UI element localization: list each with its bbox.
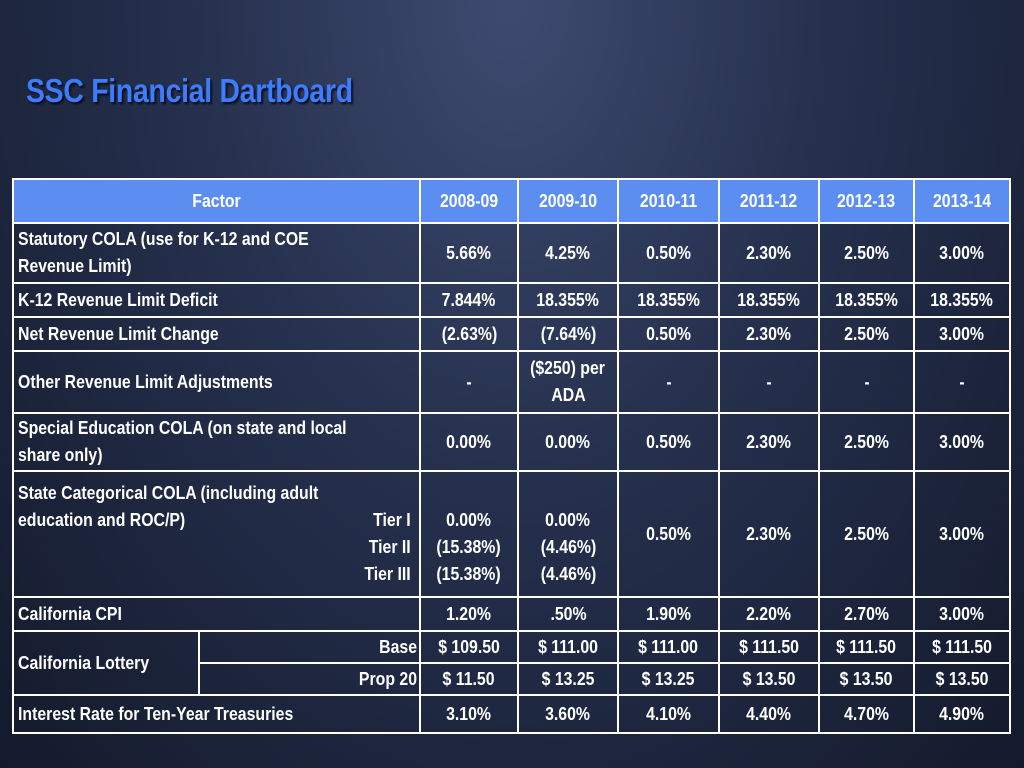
cell-value: $ 111.50 [913,630,1012,664]
table-row: Other Revenue Limit Adjustments - ($250)… [11,350,1012,414]
cell-value: 3.00% [913,596,1012,632]
cell-value: 4.40% [718,694,821,734]
table-row: Statutory COLA (use for K-12 and COE Rev… [11,222,1012,284]
cell-value: $ 13.25 [617,662,721,696]
table-row: Net Revenue Limit Change (2.63%) (7.64%)… [11,316,1012,352]
cell-value: 2.50% [818,316,916,352]
cell-value: (7.64%) [517,316,620,352]
cell-value: - [818,350,916,414]
cell-value: ($250) per ADA [517,350,620,414]
cell-value: 2.50% [818,222,916,284]
header-year: 2009-10 [517,178,620,224]
cell-value: $ 13.50 [913,662,1012,696]
cell-value: 4.70% [818,694,916,734]
row-label-revenue-limit-deficit: K-12 Revenue Limit Deficit [11,282,422,318]
table-row: California CPI 1.20% .50% 1.90% 2.20% 2.… [11,596,1012,632]
table-row: Prop 20 $ 11.50 $ 13.25 $ 13.25 $ 13.50 … [13,662,1012,696]
cell-value: $ 13.50 [718,662,821,696]
row-label-ten-year-treasuries: Interest Rate for Ten-Year Treasuries [11,694,422,734]
cell-value: 2.30% [718,316,821,352]
cell-value: 0.00% [419,412,520,472]
cell-value: 18.355% [617,282,721,318]
header-year: 2010-11 [617,178,721,224]
row-label-net-revenue-limit-change: Net Revenue Limit Change [11,316,422,352]
cell-value: .50% [517,596,620,632]
slide-title: SSC Financial Dartboard [26,72,353,109]
header-year: 2008-09 [419,178,520,224]
cell-value: 4.25% [517,222,620,284]
cell-value: 4.10% [617,694,721,734]
row-label-statutory-cola: Statutory COLA (use for K-12 and COE Rev… [11,222,422,284]
cell-value: 2.50% [818,470,916,598]
cell-value: $ 11.50 [419,662,520,696]
cell-value: 4.90% [913,694,1012,734]
row-label-california-lottery: California Lottery [12,630,200,696]
cell-value: 1.20% [419,596,520,632]
cell-value: 7.844% [419,282,520,318]
cell-value: 3.00% [913,316,1012,352]
cell-value: 2.30% [718,470,821,598]
row-label-special-education-cola: Special Education COLA (on state and loc… [11,412,422,472]
cell-value: 18.355% [517,282,620,318]
table-row: Special Education COLA (on state and loc… [11,412,1012,472]
cell-value: 3.00% [913,412,1012,472]
cell-value: 3.00% [913,470,1012,598]
cell-value: 0.50% [617,222,721,284]
cell-value: 2.70% [818,596,916,632]
row-label-other-adjustments: Other Revenue Limit Adjustments [11,350,422,414]
cell-value: $ 111.50 [718,630,821,664]
cell-value: 1.90% [617,596,721,632]
cell-value: 2.50% [818,412,916,472]
cell-value: $ 13.50 [818,662,916,696]
cell-value: 2.30% [718,222,821,284]
tier-labels: Tier I Tier II Tier III [364,510,412,584]
cell-value: 5.66% [419,222,520,284]
cell-value: 3.10% [419,694,520,734]
cell-value: 18.355% [818,282,916,318]
cell-value: $ 109.50 [419,630,520,664]
cell-value: 0.00% [517,412,620,472]
cell-value: - [718,350,821,414]
cell-value: $ 111.50 [818,630,916,664]
cell-value: $ 111.00 [617,630,721,664]
cell-value: - [913,350,1012,414]
table-row: State Categorical COLA (including adult … [11,470,1012,598]
cell-value: 3.60% [517,694,620,734]
cell-value: 2.20% [718,596,821,632]
row-label-california-cpi: California CPI [11,596,422,632]
cell-value: - [617,350,721,414]
cell-value: 0.50% [617,316,721,352]
lottery-base-label: Base [197,630,422,664]
table-row: Interest Rate for Ten-Year Treasuries 3.… [11,694,1012,734]
header-year: 2011-12 [718,178,821,224]
cell-value-tiered: 0.00% (15.38%) (15.38%) [419,470,520,598]
cell-value: - [419,350,520,414]
cell-value: (2.63%) [419,316,520,352]
cell-value: 0.50% [617,470,721,598]
cell-value: 18.355% [718,282,821,318]
lottery-prop20-label: Prop 20 [197,662,422,696]
cell-value: 18.355% [913,282,1012,318]
cell-value: 2.30% [718,412,821,472]
cell-value: $ 111.00 [517,630,620,664]
table-row: California Lottery Base $ 109.50 $ 111.0… [12,630,1012,696]
header-factor: Factor [11,178,422,224]
cell-value: $ 13.25 [517,662,620,696]
cell-value-tiered: 0.00% (4.46%) (4.46%) [517,470,620,598]
financial-table: Factor 2008-09 2009-10 2010-11 2011-12 2… [11,178,1012,734]
header-year: 2012-13 [818,178,916,224]
header-year: 2013-14 [913,178,1012,224]
table-header-row: Factor 2008-09 2009-10 2010-11 2011-12 2… [11,178,1012,224]
table-row: K-12 Revenue Limit Deficit 7.844% 18.355… [11,282,1012,318]
cell-value: 3.00% [913,222,1012,284]
cell-value: 0.50% [617,412,721,472]
row-label-state-categorical-cola: State Categorical COLA (including adult … [11,470,422,598]
